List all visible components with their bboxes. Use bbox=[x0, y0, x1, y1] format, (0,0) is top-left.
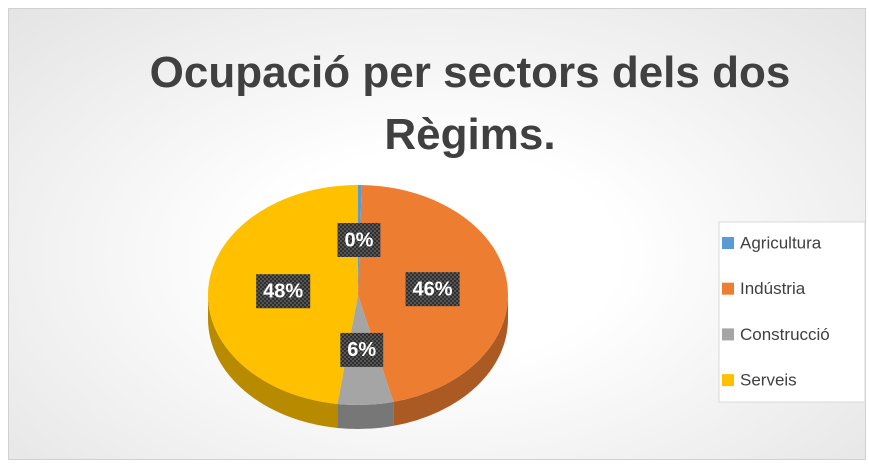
legend-swatch bbox=[722, 328, 734, 341]
legend-swatch bbox=[722, 282, 734, 295]
data-label: 6% bbox=[347, 339, 376, 361]
slice-side bbox=[337, 401, 394, 429]
legend-swatch bbox=[722, 237, 734, 249]
data-label-box bbox=[405, 272, 460, 307]
chart-title: Ocupació per sectors dels dos Règims. bbox=[149, 48, 791, 159]
slice-side bbox=[208, 295, 338, 428]
data-label: 0% bbox=[344, 229, 373, 251]
data-label: 46% bbox=[413, 278, 453, 300]
data-label: 48% bbox=[263, 280, 303, 302]
legend-swatch bbox=[722, 374, 734, 387]
legend-label: Agricultura bbox=[740, 233, 822, 252]
slice-side bbox=[393, 295, 509, 426]
data-label-box bbox=[340, 332, 384, 367]
data-label-box bbox=[337, 223, 381, 258]
legend-label: Serveis bbox=[740, 371, 797, 390]
data-label-box bbox=[256, 274, 311, 309]
legend-label: Indústria bbox=[740, 279, 806, 298]
legend-label: Construcció bbox=[740, 325, 830, 344]
legend-box bbox=[718, 221, 866, 403]
